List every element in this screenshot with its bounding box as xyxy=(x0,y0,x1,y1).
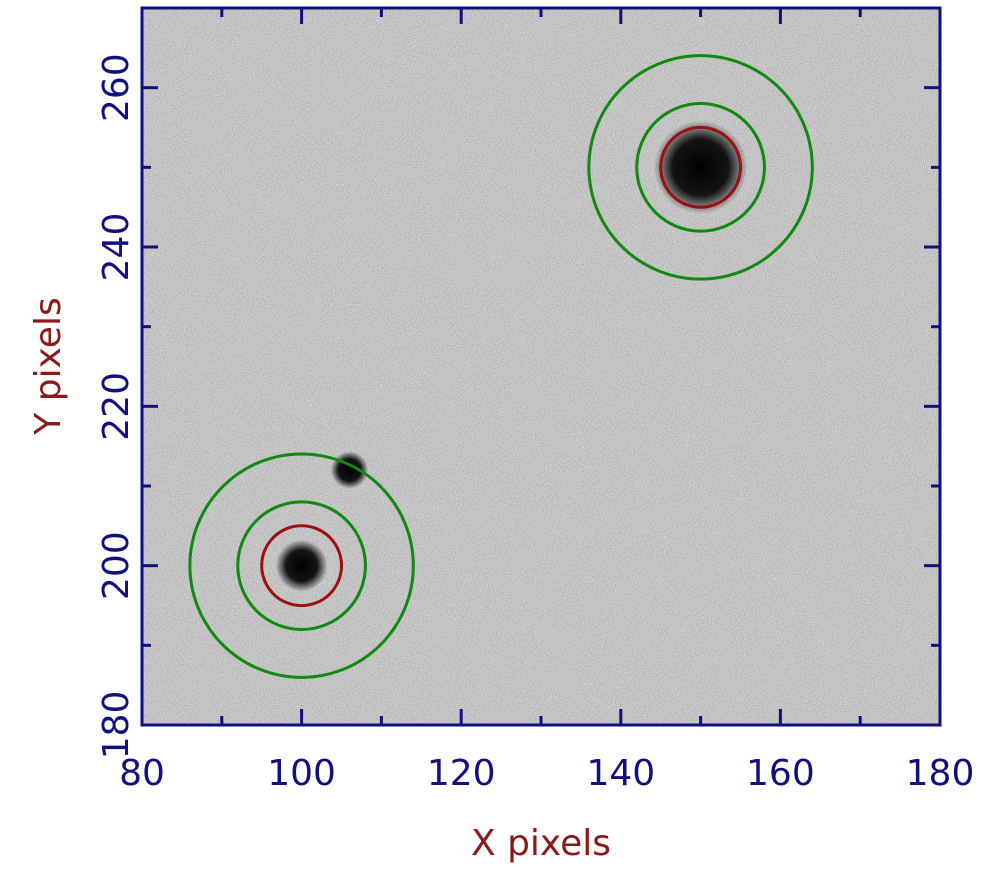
aperture-ring xyxy=(587,54,814,281)
source xyxy=(275,539,328,592)
y-tick-label: 220 xyxy=(96,372,137,441)
source xyxy=(653,120,748,215)
x-tick-label: 120 xyxy=(427,753,496,794)
aperture-ring xyxy=(635,101,766,233)
aperture-ring xyxy=(188,452,415,679)
aperture-ring xyxy=(659,125,742,209)
y-tick-label: 180 xyxy=(96,691,137,760)
x-tick-label: 80 xyxy=(119,753,165,794)
x-tick-label: 180 xyxy=(906,753,975,794)
y-tick-label: 200 xyxy=(96,531,137,600)
aperture-ring xyxy=(260,524,344,608)
y-tick-label: 240 xyxy=(96,213,137,282)
x-tick-label: 100 xyxy=(267,753,336,794)
image-background xyxy=(142,8,940,725)
source xyxy=(330,451,369,489)
x-axis-label: X pixels xyxy=(471,823,611,864)
aperture-ring xyxy=(236,500,367,632)
x-tick-label: 140 xyxy=(586,753,655,794)
y-axis-label: Y pixels xyxy=(28,297,69,435)
y-tick-label: 260 xyxy=(96,53,137,122)
x-tick-label: 160 xyxy=(746,753,815,794)
